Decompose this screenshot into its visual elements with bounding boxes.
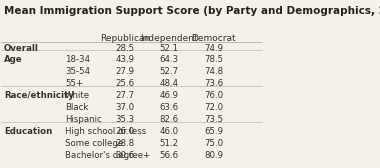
Text: Republican: Republican [100, 34, 150, 44]
Text: Hispanic: Hispanic [65, 115, 102, 124]
Text: 74.9: 74.9 [204, 44, 223, 53]
Text: Black: Black [65, 103, 89, 112]
Text: 25.6: 25.6 [116, 79, 135, 88]
Text: 30.6: 30.6 [116, 151, 135, 160]
Text: 55+: 55+ [65, 79, 84, 88]
Text: High school or less: High school or less [65, 127, 146, 136]
Text: Overall: Overall [4, 44, 39, 53]
Text: 80.9: 80.9 [204, 151, 223, 160]
Text: Education: Education [4, 127, 52, 136]
Text: Age: Age [4, 55, 23, 64]
Text: Mean Immigration Support Score (by Party and Demographics, 2018): Mean Immigration Support Score (by Party… [4, 6, 380, 16]
Text: 35-54: 35-54 [65, 67, 90, 76]
Text: 48.4: 48.4 [160, 79, 179, 88]
Text: Some college: Some college [65, 139, 124, 148]
Text: 28.8: 28.8 [116, 139, 135, 148]
Text: 37.0: 37.0 [116, 103, 135, 112]
Text: 65.9: 65.9 [204, 127, 223, 136]
Text: White: White [65, 91, 90, 100]
Text: 73.6: 73.6 [204, 79, 223, 88]
Text: 52.1: 52.1 [160, 44, 179, 53]
Text: 43.9: 43.9 [116, 55, 135, 64]
Text: 27.7: 27.7 [116, 91, 135, 100]
Text: 76.0: 76.0 [204, 91, 223, 100]
Text: 73.5: 73.5 [204, 115, 223, 124]
Text: 74.8: 74.8 [204, 67, 223, 76]
Text: 46.0: 46.0 [160, 127, 179, 136]
Text: 78.5: 78.5 [204, 55, 223, 64]
Text: 26.0: 26.0 [116, 127, 135, 136]
Text: Democrat: Democrat [191, 34, 236, 44]
Text: 51.2: 51.2 [160, 139, 179, 148]
Text: 35.3: 35.3 [116, 115, 135, 124]
Text: 46.9: 46.9 [160, 91, 179, 100]
Text: 27.9: 27.9 [116, 67, 135, 76]
Text: 82.6: 82.6 [160, 115, 179, 124]
Text: 56.6: 56.6 [160, 151, 179, 160]
Text: 72.0: 72.0 [204, 103, 223, 112]
Text: Bachelor's degree+: Bachelor's degree+ [65, 151, 150, 160]
Text: 75.0: 75.0 [204, 139, 223, 148]
Text: Independent: Independent [141, 34, 198, 44]
Text: 52.7: 52.7 [160, 67, 179, 76]
Text: Race/ethnicity: Race/ethnicity [4, 91, 74, 100]
Text: 18-34: 18-34 [65, 55, 90, 64]
Text: 64.3: 64.3 [160, 55, 179, 64]
Text: 28.5: 28.5 [116, 44, 135, 53]
Text: 63.6: 63.6 [160, 103, 179, 112]
